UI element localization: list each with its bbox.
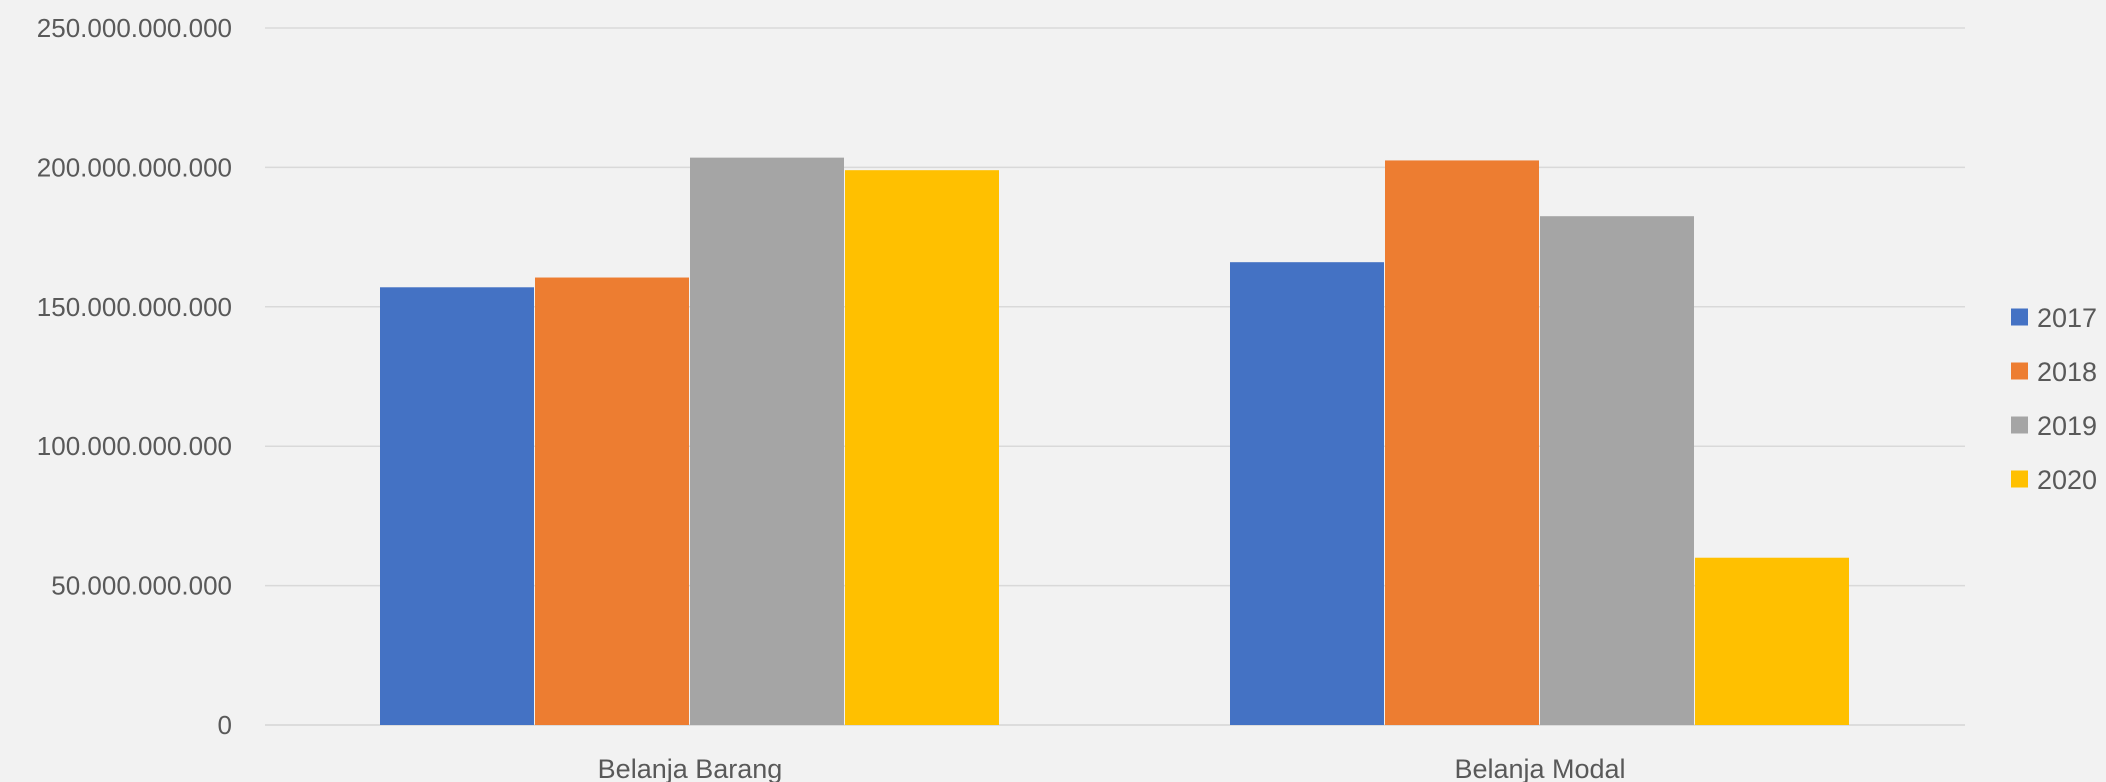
bar-2020-0: [845, 170, 999, 726]
x-category-label: Belanja Barang: [598, 754, 783, 782]
legend-item: 2017: [2011, 303, 2097, 333]
bar-2018-1: [1385, 160, 1539, 725]
y-tick-label: 250.000.000.000: [37, 13, 232, 43]
y-tick-label: 100.000.000.000: [37, 431, 232, 461]
bar-2019-0: [690, 157, 844, 726]
legend-item: 2019: [2011, 411, 2097, 441]
legend-label: 2020: [2037, 465, 2097, 495]
legend-item: 2020: [2011, 465, 2097, 495]
bar-2017-0: [380, 287, 534, 725]
bar-2020-1: [1695, 557, 1849, 725]
legend: 2017 2018 2019 2020: [2011, 303, 2097, 495]
bar-2019-1: [1540, 216, 1694, 725]
y-tick-label: 0: [218, 710, 232, 740]
legend-swatch: [2011, 308, 2028, 326]
legend-swatch: [2011, 362, 2028, 380]
bar-2018-0: [535, 277, 689, 725]
legend-swatch: [2011, 470, 2028, 488]
x-axis-category-labels: Belanja Barang Belanja Modal: [598, 754, 1626, 782]
y-tick-label: 50.000.000.000: [51, 571, 232, 601]
legend-label: 2018: [2037, 357, 2097, 387]
legend-label: 2017: [2037, 303, 2097, 333]
y-tick-label: 200.000.000.000: [37, 152, 232, 182]
legend-item: 2018: [2011, 357, 2097, 387]
legend-swatch: [2011, 416, 2028, 434]
x-category-label: Belanja Modal: [1454, 754, 1625, 782]
y-axis-tick-labels: 0 50.000.000.000 100.000.000.000 150.000.00…: [37, 13, 232, 740]
bars: [380, 157, 1849, 726]
bar-2017-1: [1230, 262, 1384, 725]
y-tick-label: 150.000.000.000: [37, 292, 232, 322]
legend-label: 2019: [2037, 411, 2097, 441]
